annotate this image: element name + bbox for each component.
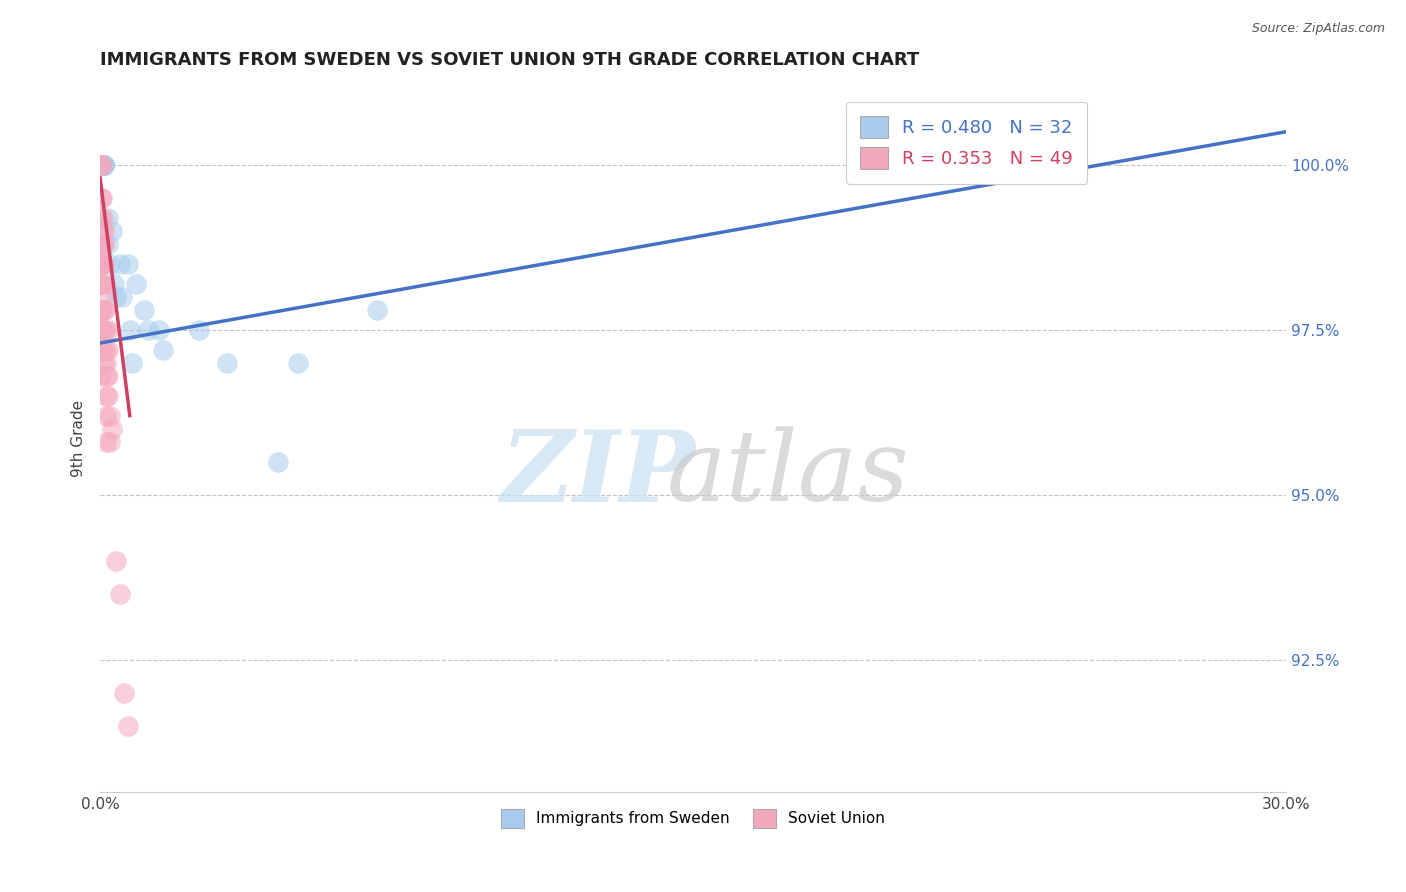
Point — [94, 389, 117, 403]
Point — [998, 158, 1021, 172]
Point — [108, 587, 131, 601]
Point — [90, 158, 112, 172]
Point — [136, 323, 159, 337]
Point — [91, 158, 114, 172]
Point — [91, 303, 114, 318]
Point — [90, 323, 112, 337]
Text: atlas: atlas — [666, 426, 910, 522]
Point — [125, 277, 148, 291]
Point — [112, 686, 135, 700]
Point — [97, 211, 120, 225]
Point — [132, 303, 155, 318]
Point — [94, 343, 117, 357]
Point — [91, 323, 114, 337]
Point — [91, 158, 114, 172]
Point — [97, 323, 120, 337]
Point — [97, 343, 120, 357]
Legend: Immigrants from Sweden, Soviet Union: Immigrants from Sweden, Soviet Union — [495, 803, 891, 834]
Point — [117, 719, 139, 733]
Point — [93, 356, 115, 370]
Point — [90, 237, 112, 252]
Point — [94, 356, 117, 370]
Point — [91, 257, 114, 271]
Point — [91, 191, 114, 205]
Point — [90, 277, 112, 291]
Point — [90, 211, 112, 225]
Point — [93, 158, 115, 172]
Point — [91, 290, 114, 304]
Point — [152, 343, 174, 357]
Point — [103, 277, 125, 291]
Point — [101, 422, 124, 436]
Point — [98, 409, 121, 423]
Point — [97, 389, 120, 403]
Point — [93, 158, 115, 172]
Point — [93, 303, 115, 318]
Y-axis label: 9th Grade: 9th Grade — [72, 401, 86, 477]
Point — [101, 224, 124, 238]
Point — [91, 158, 114, 172]
Point — [91, 158, 114, 172]
Point — [91, 237, 114, 252]
Point — [91, 257, 114, 271]
Point — [97, 369, 120, 384]
Point — [121, 356, 143, 370]
Point — [90, 191, 112, 205]
Point — [93, 277, 115, 291]
Point — [91, 158, 114, 172]
Point — [98, 257, 121, 271]
Point — [118, 323, 141, 337]
Point — [93, 158, 115, 172]
Point — [93, 343, 115, 357]
Point — [90, 303, 112, 318]
Point — [104, 290, 127, 304]
Point — [94, 435, 117, 450]
Point — [104, 554, 127, 568]
Text: ZIP: ZIP — [501, 425, 696, 523]
Point — [93, 158, 115, 172]
Point — [108, 257, 131, 271]
Point — [91, 224, 114, 238]
Text: Source: ZipAtlas.com: Source: ZipAtlas.com — [1251, 22, 1385, 36]
Point — [90, 343, 112, 357]
Point — [93, 237, 115, 252]
Point — [117, 257, 139, 271]
Point — [187, 323, 209, 337]
Point — [366, 303, 388, 318]
Point — [98, 435, 121, 450]
Point — [94, 303, 117, 318]
Point — [287, 356, 309, 370]
Point — [97, 237, 120, 252]
Point — [93, 257, 115, 271]
Point — [94, 323, 117, 337]
Point — [267, 455, 290, 469]
Point — [91, 277, 114, 291]
Text: IMMIGRANTS FROM SWEDEN VS SOVIET UNION 9TH GRADE CORRELATION CHART: IMMIGRANTS FROM SWEDEN VS SOVIET UNION 9… — [100, 51, 920, 69]
Point — [90, 369, 112, 384]
Point — [90, 158, 112, 172]
Point — [148, 323, 170, 337]
Point — [90, 257, 112, 271]
Point — [215, 356, 238, 370]
Point — [91, 211, 114, 225]
Point — [91, 158, 114, 172]
Point — [111, 290, 134, 304]
Point — [94, 409, 117, 423]
Point — [93, 224, 115, 238]
Point — [93, 323, 115, 337]
Point — [94, 369, 117, 384]
Point — [90, 158, 112, 172]
